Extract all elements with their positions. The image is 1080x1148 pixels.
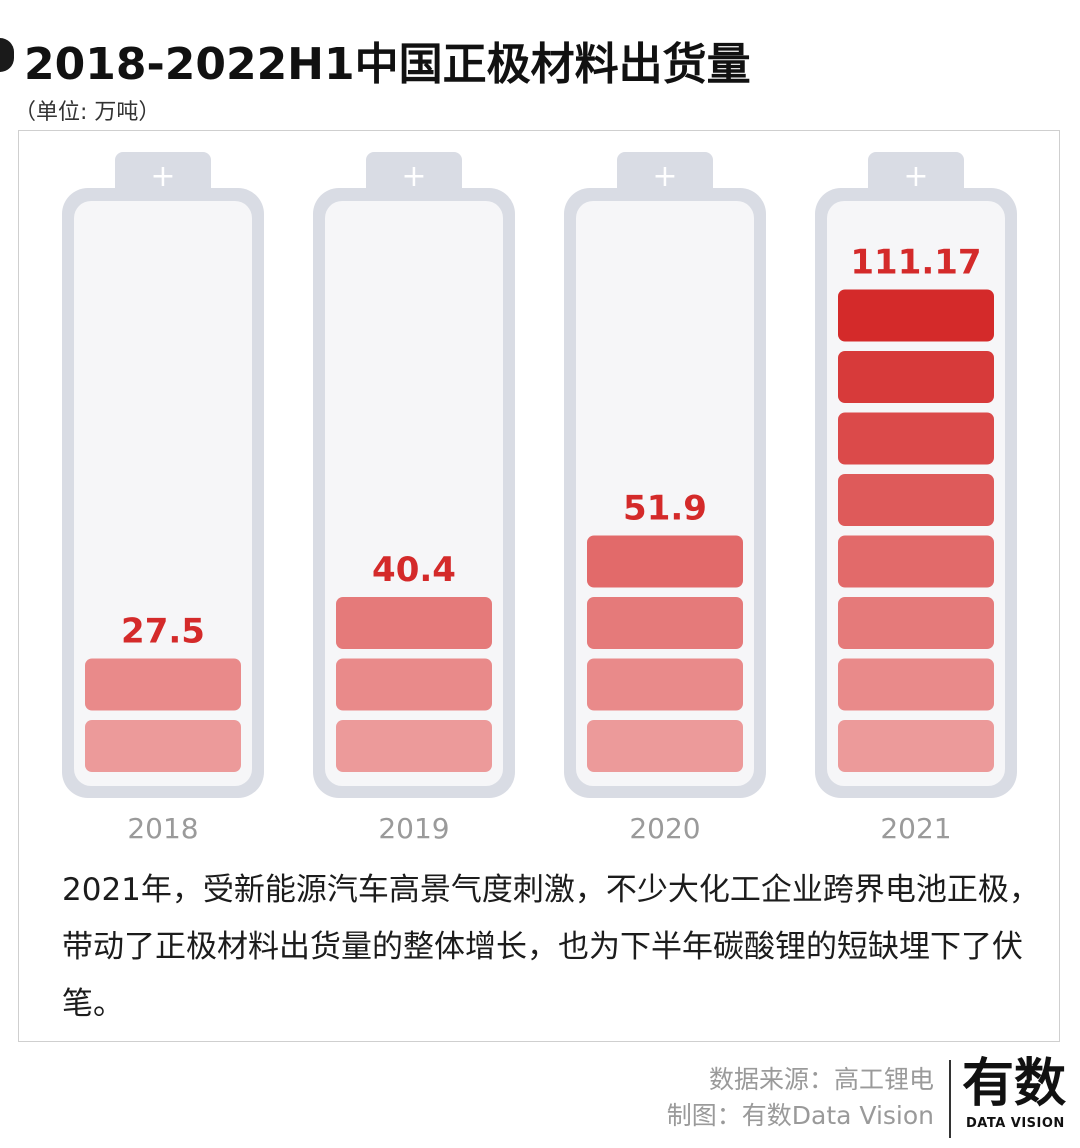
battery-inner [74, 201, 252, 786]
battery-terminal [617, 152, 713, 196]
battery-segment [838, 289, 994, 342]
year-label: 2018 [127, 812, 198, 845]
year-label: 2021 [880, 812, 951, 845]
battery-segment [85, 720, 241, 772]
battery-segment [838, 351, 994, 403]
battery-segment [336, 658, 492, 711]
logo-subtext: DATA VISION [966, 1116, 1065, 1131]
battery-segment [838, 535, 994, 588]
logo-text: 有数 [962, 1054, 1067, 1114]
battery-segment [587, 720, 743, 772]
unit-label: （单位: 万吨） [14, 100, 161, 125]
battery-segment [838, 412, 994, 465]
battery-segment [587, 658, 743, 711]
battery-segment [587, 597, 743, 649]
source-block: 数据来源：高工锂电 制图：有数Data Vision [667, 1062, 934, 1134]
battery-segment [838, 597, 994, 649]
chart-maker: 制图：有数Data Vision [666, 1101, 934, 1130]
value-label: 40.4 [372, 550, 456, 590]
battery-segment [587, 535, 743, 588]
chart-title: 2018-2022H1中国正极材料出货量 [24, 39, 751, 90]
logo-divider [949, 1060, 951, 1138]
battery-segment [336, 720, 492, 772]
battery-segment [838, 658, 994, 711]
battery-terminal [115, 152, 211, 196]
data-source: 数据来源：高工锂电 [708, 1065, 934, 1094]
value-label: 27.5 [121, 612, 205, 652]
value-label: 51.9 [623, 489, 707, 529]
year-label: 2020 [629, 812, 700, 845]
title-marker [0, 38, 14, 72]
caption-text: 2021年，受新能源汽车高景气度刺激，不少大化工企业跨界电池正极，带动了正极材料… [62, 872, 1040, 1022]
battery-terminal [366, 152, 462, 196]
battery-segment [838, 474, 994, 526]
battery-terminal [868, 152, 964, 196]
battery-segment [838, 720, 994, 772]
battery-segment [336, 597, 492, 649]
value-label: 111.17 [850, 243, 981, 283]
battery-segment [85, 658, 241, 711]
year-label: 2019 [378, 812, 449, 845]
